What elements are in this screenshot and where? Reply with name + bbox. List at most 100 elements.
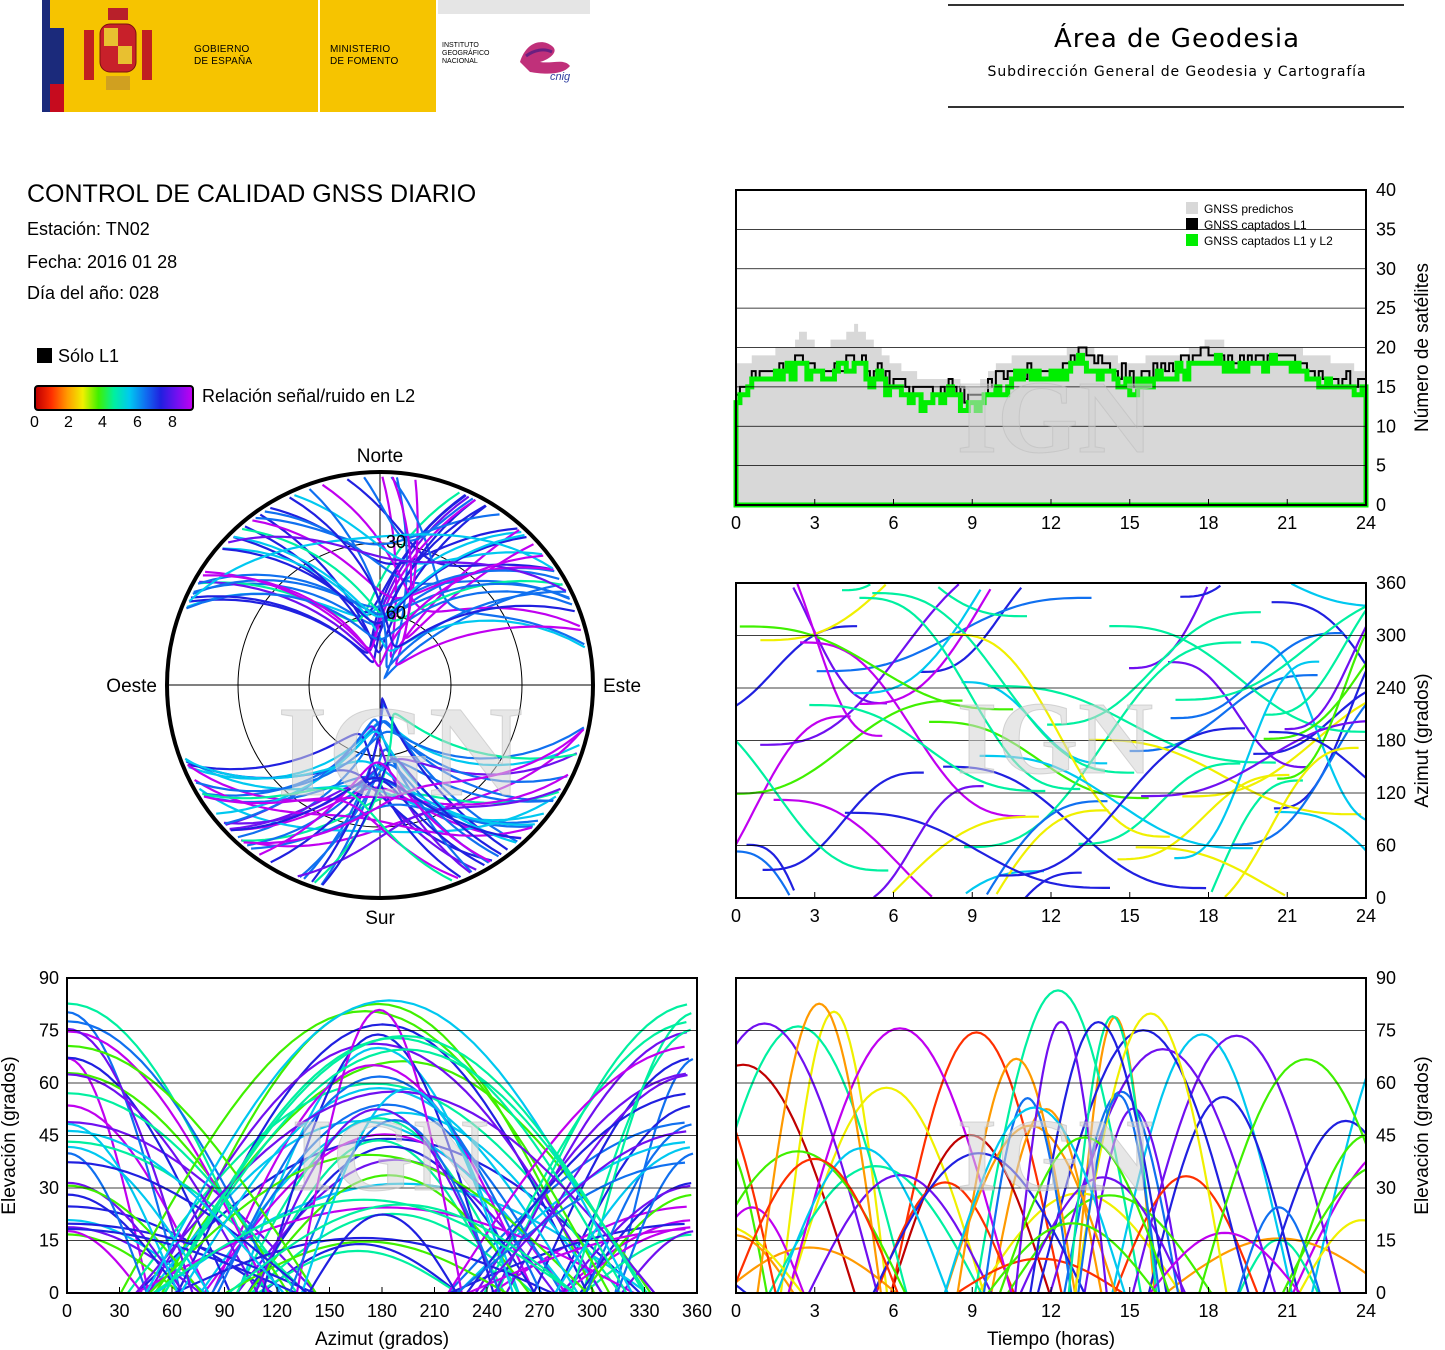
azimuth-track	[937, 586, 1027, 618]
elevation-time-track	[736, 1206, 805, 1293]
x-tick-label: 270	[524, 1301, 554, 1321]
x-tick-label: 0	[731, 513, 741, 533]
satellite-track	[199, 495, 470, 653]
azimuth-track	[891, 815, 1039, 894]
azimuth-track	[760, 583, 887, 642]
ministerio-block: MINISTERIO DE FOMENTO	[320, 0, 436, 112]
x-tick-label: 150	[314, 1301, 344, 1321]
satellite-track	[233, 494, 466, 614]
elevation-time-track	[736, 1022, 879, 1293]
legend-label: GNSS captados L1	[1204, 218, 1307, 232]
elevation-azimuth-track	[466, 1092, 686, 1294]
azimuth-track	[1180, 584, 1222, 598]
azimuth-track	[1264, 608, 1366, 716]
satellite-track	[246, 760, 554, 847]
station-label: Estación: TN02	[27, 219, 150, 239]
y-axis-label: Elevación (grados)	[1412, 1056, 1433, 1214]
snr-colorbar	[34, 385, 194, 411]
elevation-azimuth-track	[250, 1212, 534, 1294]
elevation-azimuth-track	[447, 1121, 685, 1294]
satellite-track	[289, 496, 575, 648]
y-tick-label: 75	[39, 1021, 59, 1041]
government-header: GOBIERNO DE ESPAÑA MINISTERIO DE FOMENTO…	[42, 0, 590, 112]
elevation-time-track	[1073, 1012, 1228, 1293]
elevation-azimuth-track	[163, 1034, 646, 1294]
elevation-azimuth-track	[307, 1213, 458, 1294]
y-tick-label: 20	[1376, 338, 1396, 358]
coat-of-arms-icon	[84, 8, 152, 90]
x-tick-label: 240	[472, 1301, 502, 1321]
azimuth-track	[929, 720, 1149, 800]
azimuth-track	[844, 811, 1110, 889]
west-label: Oeste	[106, 676, 157, 697]
x-tick-label: 12	[1041, 906, 1061, 926]
satellite-track	[222, 547, 586, 652]
elevation-time-track	[1298, 1219, 1366, 1293]
azimuth-track	[736, 850, 791, 896]
satellite-track	[230, 776, 522, 840]
elevation-azimuth-track	[235, 1117, 519, 1294]
plot-frame	[735, 977, 1367, 1294]
x-tick-label: 21	[1277, 513, 1297, 533]
elevation-time-track	[956, 1057, 1077, 1293]
azimuth-track	[1393, 891, 1425, 898]
ring-label-60: 60	[386, 603, 406, 623]
elevation-azimuth-track	[211, 1063, 536, 1294]
x-tick-label: 210	[419, 1301, 449, 1321]
satellite-track	[198, 787, 557, 834]
x-tick-label: 3	[810, 906, 820, 926]
azimuth-track	[943, 765, 1207, 890]
y-tick-label: 90	[39, 968, 59, 988]
azimuth-track	[1175, 605, 1366, 701]
azimuth-track	[1135, 846, 1286, 897]
elevation-azimuth-track	[261, 1033, 495, 1294]
satellites-count-chart: 0 5 10 15 20 25 30 35 40 0 3 6 9 12 15 18 21 24 Número de …	[731, 180, 1433, 533]
x-tick-label: 6	[888, 906, 898, 926]
y-tick-label: 60	[1376, 836, 1396, 856]
elevation-azimuth-track	[616, 1152, 694, 1294]
elevation-time-track	[872, 1152, 1086, 1293]
satellite-track	[222, 535, 527, 625]
elevation-time-track	[974, 989, 1142, 1293]
azimuth-track	[999, 727, 1245, 877]
elevation-time-track	[1262, 1119, 1366, 1293]
ring-label-30: 30	[386, 532, 406, 552]
x-tick-label: 24	[1356, 513, 1376, 533]
elevation-azimuth-track	[66, 1030, 270, 1294]
azimuth-track	[873, 785, 984, 898]
y-axis-label: Elevación (grados)	[0, 1056, 20, 1214]
elevation-azimuth-track	[288, 1118, 501, 1294]
y-tick-label: 40	[1376, 180, 1396, 200]
elevation-time-track	[890, 1031, 1063, 1293]
satellite-track	[297, 787, 561, 878]
gobierno-line2: DE ESPAÑA	[194, 56, 253, 67]
area-subtitle: Subdirección General de Geodesia y Carto…	[987, 64, 1367, 80]
x-tick-label: 9	[967, 1301, 977, 1321]
legend-label: GNSS predichos	[1204, 202, 1293, 216]
y-tick-label: 30	[1376, 259, 1396, 279]
skyplot-chart: IGN 30 60 Norte Sur Oeste Este	[106, 446, 641, 929]
elevation-azimuth-track	[66, 1152, 148, 1294]
y-axis-label: Número de satélites	[1412, 263, 1433, 432]
elevation-azimuth-track	[66, 1193, 182, 1294]
ministerio-line1: MINISTERIO	[330, 44, 391, 55]
azimuth-track	[1284, 624, 1366, 731]
x-tick-label: 9	[967, 513, 977, 533]
y-tick-label: 0	[1376, 888, 1386, 908]
y-tick-label: 45	[39, 1126, 59, 1146]
elevation-azimuth-track	[505, 1073, 688, 1294]
snr-colorbar-label: Relación señal/ruido en L2	[202, 386, 416, 406]
azimuth-track	[949, 633, 1170, 838]
y-tick-label: 30	[39, 1178, 59, 1198]
ign-line2: GEOGRÁFICO	[442, 50, 490, 57]
satellite-track	[198, 491, 461, 622]
satellite-track	[255, 513, 500, 546]
x-tick-label: 300	[577, 1301, 607, 1321]
legend-swatch	[1186, 218, 1198, 230]
elevation-azimuth-track	[66, 1027, 194, 1294]
x-tick-label: 18	[1198, 513, 1218, 533]
elevation-azimuth-track	[494, 1031, 688, 1294]
x-tick-label: 24	[1356, 1301, 1376, 1321]
x-tick-label: 120	[262, 1301, 292, 1321]
plot-frame	[66, 977, 698, 1294]
